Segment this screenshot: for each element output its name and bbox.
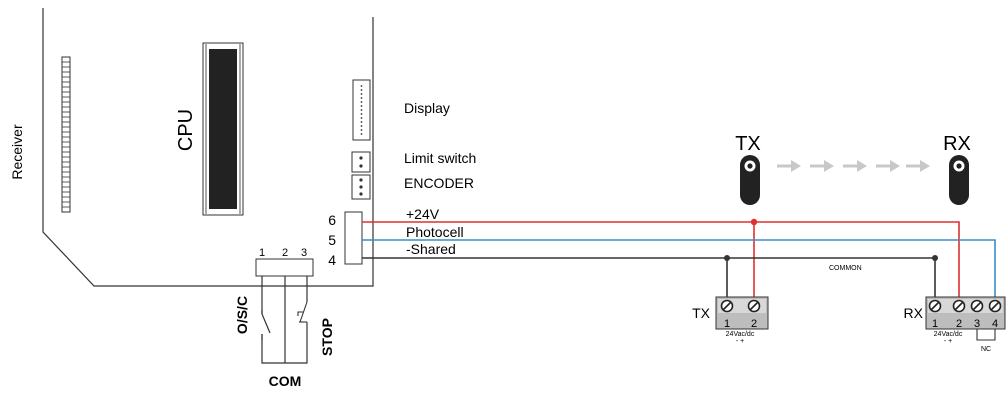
cpu-chip xyxy=(202,42,244,216)
wire-label-24v: +24V xyxy=(406,206,440,222)
beam-arrow xyxy=(906,160,930,172)
beam-arrow xyxy=(843,160,867,172)
shared-junction-dot-rx xyxy=(932,255,938,261)
tx-terminal-label: TX xyxy=(692,305,711,321)
terminal-screw xyxy=(747,299,761,313)
terminal-screw xyxy=(952,299,966,313)
cpu-label: CPU xyxy=(175,109,197,151)
terminal-screw xyxy=(970,299,984,313)
common-label: COMMON xyxy=(829,265,862,272)
photocell-terminal-block xyxy=(344,211,363,265)
tx-terminal-2: 2 xyxy=(751,318,757,330)
beam-arrow xyxy=(777,160,801,172)
rx-terminal-4: 4 xyxy=(992,318,998,330)
beam-arrow xyxy=(810,160,834,172)
photocell-wire xyxy=(362,239,996,299)
osc-label: O/S/C xyxy=(234,296,250,334)
wire-label-photocell: Photocell xyxy=(406,224,464,240)
rx-terminal-2: 2 xyxy=(956,318,962,330)
tx-polarity-label: - + xyxy=(736,338,744,345)
power-wire-24v xyxy=(362,221,960,299)
encoder-label: ENCODER xyxy=(404,175,474,191)
receiver-label: Receiver xyxy=(9,124,25,180)
stop-switch xyxy=(297,301,308,323)
stop-label: STOP xyxy=(319,318,335,356)
osc-switch xyxy=(260,313,271,334)
rx-polarity-label: - + xyxy=(944,338,952,345)
control-board-outline xyxy=(42,8,374,287)
rx-supply-label: 24Vac/dc xyxy=(934,331,963,338)
limit-switch-connector xyxy=(351,151,371,173)
rx-terminal-3: 3 xyxy=(974,318,980,330)
shared-junction-dot-tx xyxy=(724,255,730,261)
rx-title: RX xyxy=(943,133,971,155)
beam-arrow xyxy=(876,160,900,172)
rx-nc-label: NC xyxy=(981,346,991,353)
terminal-screw xyxy=(988,299,1002,313)
tx-photocell xyxy=(740,155,760,205)
wire-label-shared: -Shared xyxy=(406,241,456,257)
infrared-beam-arrows xyxy=(777,160,930,172)
display-connector xyxy=(352,79,371,141)
com-label: COM xyxy=(269,373,302,389)
limit-switch-label: Limit switch xyxy=(404,150,476,166)
terminal-screw xyxy=(720,299,734,313)
terminal-1-label: 1 xyxy=(259,247,265,259)
pin-5-label: 5 xyxy=(328,232,336,248)
receiver-connector xyxy=(61,56,71,213)
rx-terminal-1: 1 xyxy=(932,318,938,330)
command-terminal-block xyxy=(255,258,314,277)
power-junction-dot xyxy=(750,218,758,226)
tx-terminal-1: 1 xyxy=(724,318,730,330)
rx-terminal-label: RX xyxy=(904,305,924,321)
rx-photocell xyxy=(949,155,969,205)
terminal-screw xyxy=(928,299,942,313)
terminal-2-label: 2 xyxy=(282,247,288,259)
pin-6-label: 6 xyxy=(328,212,336,228)
terminal-3-label: 3 xyxy=(301,247,307,259)
pin-4-label: 4 xyxy=(328,252,336,268)
display-label: Display xyxy=(404,100,450,116)
rx-nc-bridge xyxy=(976,329,996,341)
tx-title: TX xyxy=(735,133,761,155)
switch-wiring xyxy=(261,276,308,364)
tx-supply-label: 24Vac/dc xyxy=(726,331,755,338)
encoder-connector xyxy=(351,174,371,200)
